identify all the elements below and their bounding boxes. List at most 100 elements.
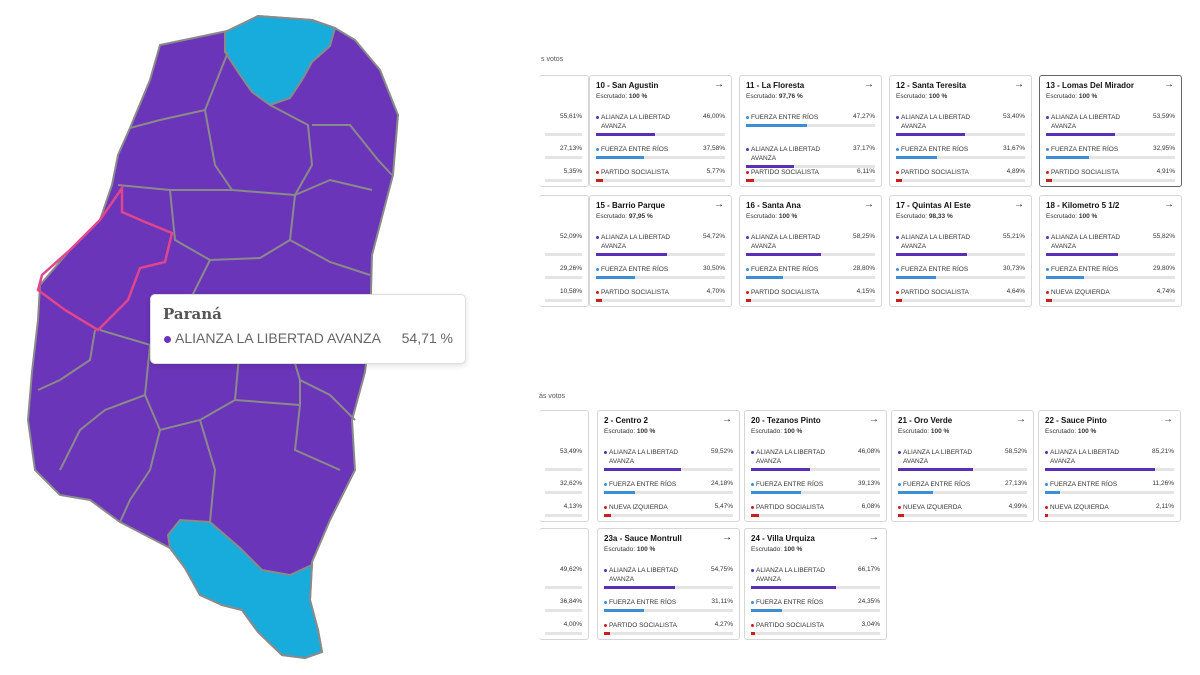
party-bar	[898, 514, 1027, 517]
result-card[interactable]: → ALIANZA LA LIBERTAD AVANZA53,49%FUERZA…	[539, 410, 589, 522]
party-dot	[1045, 506, 1048, 509]
arrow-right-icon[interactable]: →	[1016, 414, 1026, 425]
party-dot	[896, 148, 899, 151]
party-dot	[898, 451, 901, 454]
party-pct: 31,67%	[1002, 145, 1025, 152]
result-card[interactable]: 20 - Tezanos Pinto → Escrutado: 100 % ALIAN…	[744, 410, 887, 522]
party-dot	[1046, 171, 1049, 174]
card-scrutiny: Escrutado: 100 %	[898, 428, 949, 435]
arrow-right-icon[interactable]: →	[1163, 414, 1173, 425]
result-card[interactable]: 24 - Villa Urquiza → Escrutado: 100 % ALIAN…	[744, 528, 887, 640]
party-pct: 85,21%	[1151, 448, 1174, 455]
party-row: FUERZA ENTRE RÍOS 27,13%	[898, 480, 1027, 502]
party-bar	[596, 253, 725, 256]
party-bar-fill	[596, 299, 603, 302]
party-pct: 46,08%	[857, 448, 880, 455]
section-label-bottom: ás votos	[539, 393, 566, 400]
result-card[interactable]: 22 - Sauce Pinto → Escrutado: 100 % ALIANZA…	[1038, 410, 1181, 522]
result-card[interactable]: → ALIANZA LA LIBERTAD AVANZA52,09%FUERZA…	[539, 195, 589, 307]
arrow-right-icon[interactable]: →	[722, 414, 732, 425]
party-row: PARTIDO SOCIALISTA 4,64%	[896, 288, 1025, 310]
scrutiny-value: 100 %	[627, 93, 648, 100]
party-bar	[896, 156, 1025, 159]
party-pct: 55,21%	[1002, 233, 1025, 240]
card-title: 12 - Santa Teresita	[896, 81, 967, 90]
result-card[interactable]: 12 - Santa Teresita → Escrutado: 100 % ALIA…	[889, 75, 1032, 187]
party-bar	[545, 586, 582, 589]
card-scrutiny: Escrutado: 100 %	[751, 428, 802, 435]
result-card[interactable]: 13 - Lomas Del Mirador → Escrutado: 100 % A…	[1039, 75, 1182, 187]
party-name: FUERZA ENTRE RÍOS	[601, 266, 669, 273]
scrutiny-value: 100 %	[782, 428, 803, 435]
party-dot	[1046, 116, 1049, 119]
arrow-right-icon[interactable]: →	[869, 532, 879, 543]
party-pct: 27,13%	[1004, 480, 1027, 487]
card-title: 15 - Barrio Parque	[596, 201, 665, 210]
arrow-right-icon[interactable]: →	[1014, 199, 1024, 210]
party-dot	[746, 236, 749, 239]
party-name: PARTIDO SOCIALISTA	[601, 289, 669, 296]
party-pct: 24,35%	[857, 598, 880, 605]
party-name: FUERZA ENTRE RÍOS	[601, 146, 669, 153]
result-card[interactable]: 21 - Oro Verde → Escrutado: 100 % ALIANZA L…	[891, 410, 1034, 522]
party-dot	[604, 601, 607, 604]
map-region-north[interactable]	[224, 14, 337, 107]
party-pct: 53,59%	[1152, 113, 1175, 120]
party-pct: 4,70%	[706, 288, 725, 295]
card-title: 20 - Tezanos Pinto	[751, 416, 821, 425]
party-name: PARTIDO SOCIALISTA	[756, 504, 824, 511]
result-card[interactable]: 2 - Centro 2 → Escrutado: 100 % ALIANZA LA …	[597, 410, 740, 522]
result-card[interactable]: a→ ALIANZA LA LIBERTAD AVANZA49,62%FUERZ…	[539, 528, 589, 640]
party-bar	[545, 468, 582, 471]
result-card[interactable]: 17 - Quintas Al Este → Escrutado: 98,33 % A…	[889, 195, 1032, 307]
party-pct: 54,75%	[710, 566, 733, 573]
party-dot	[596, 268, 599, 271]
party-name: FUERZA ENTRE RÍOS	[1050, 481, 1118, 488]
arrow-right-icon[interactable]: →	[1014, 79, 1024, 90]
party-dot	[896, 291, 899, 294]
arrow-right-icon[interactable]: →	[722, 532, 732, 543]
party-pct: 4,99%	[1008, 503, 1027, 510]
party-name: PARTIDO SOCIALISTA	[609, 622, 677, 629]
arrow-right-icon[interactable]: →	[714, 79, 724, 90]
party-bar	[1046, 276, 1175, 279]
party-bar-fill	[1046, 276, 1085, 279]
party-name: FUERZA ENTRE RÍOS	[609, 481, 677, 488]
result-card[interactable]: 10 - San Agustin → Escrutado: 100 % ALIANZA…	[589, 75, 732, 187]
party-bar-fill	[751, 609, 783, 612]
party-row: PARTIDO SOCIALISTA 4,89%	[896, 168, 1025, 190]
party-bar-fill	[898, 468, 974, 471]
arrow-right-icon[interactable]: →	[714, 199, 724, 210]
result-card[interactable]: 23a - Sauce Montrull → Escrutado: 100 % ALI…	[597, 528, 740, 640]
arrow-right-icon[interactable]: →	[1164, 199, 1174, 210]
party-bar-fill	[1045, 468, 1155, 471]
department-borders	[37, 51, 393, 523]
party-bar	[896, 299, 1025, 302]
party-bar	[596, 299, 725, 302]
result-card[interactable]: 11 - La Floresta → Escrutado: 97,76 % FUERZ…	[739, 75, 882, 187]
party-pct: 6,08%	[861, 503, 880, 510]
party-pct: 28,80%	[852, 265, 875, 272]
scrutiny-label: Escrutado:	[896, 213, 928, 220]
scrutiny-value: 98,33 %	[927, 213, 953, 220]
party-name: ALIANZA LA LIBERTAD AVANZA	[601, 114, 671, 130]
result-card[interactable]: 16 - Santa Ana → Escrutado: 100 % ALIANZA L…	[739, 195, 882, 307]
scrutiny-value: 97,76 %	[777, 93, 803, 100]
arrow-right-icon[interactable]: →	[1164, 79, 1174, 90]
map-region-south[interactable]	[166, 518, 324, 660]
party-bar-fill	[1046, 299, 1053, 302]
arrow-right-icon[interactable]: →	[869, 414, 879, 425]
arrow-right-icon[interactable]: →	[864, 79, 874, 90]
arrow-right-icon[interactable]: →	[864, 199, 874, 210]
result-card[interactable]: 18 - Kilometro 5 1/2 → Escrutado: 100 % ALI…	[1039, 195, 1182, 307]
result-card[interactable]: → ALIANZA LA LIBERTAD AVANZA55,61%FUERZA…	[539, 75, 589, 187]
card-title: 22 - Sauce Pinto	[1045, 416, 1107, 425]
card-scrutiny: Escrutado: 100 %	[751, 546, 802, 553]
party-name: FUERZA ENTRE RÍOS	[903, 481, 971, 488]
result-card[interactable]: 15 - Barrio Parque → Escrutado: 97,95 % ALI…	[589, 195, 732, 307]
party-name: FUERZA ENTRE RÍOS	[609, 599, 677, 606]
party-bar	[1046, 179, 1175, 182]
party-dot	[604, 624, 607, 627]
party-row: FUERZA ENTRE RÍOS 11,26%	[1045, 480, 1174, 502]
